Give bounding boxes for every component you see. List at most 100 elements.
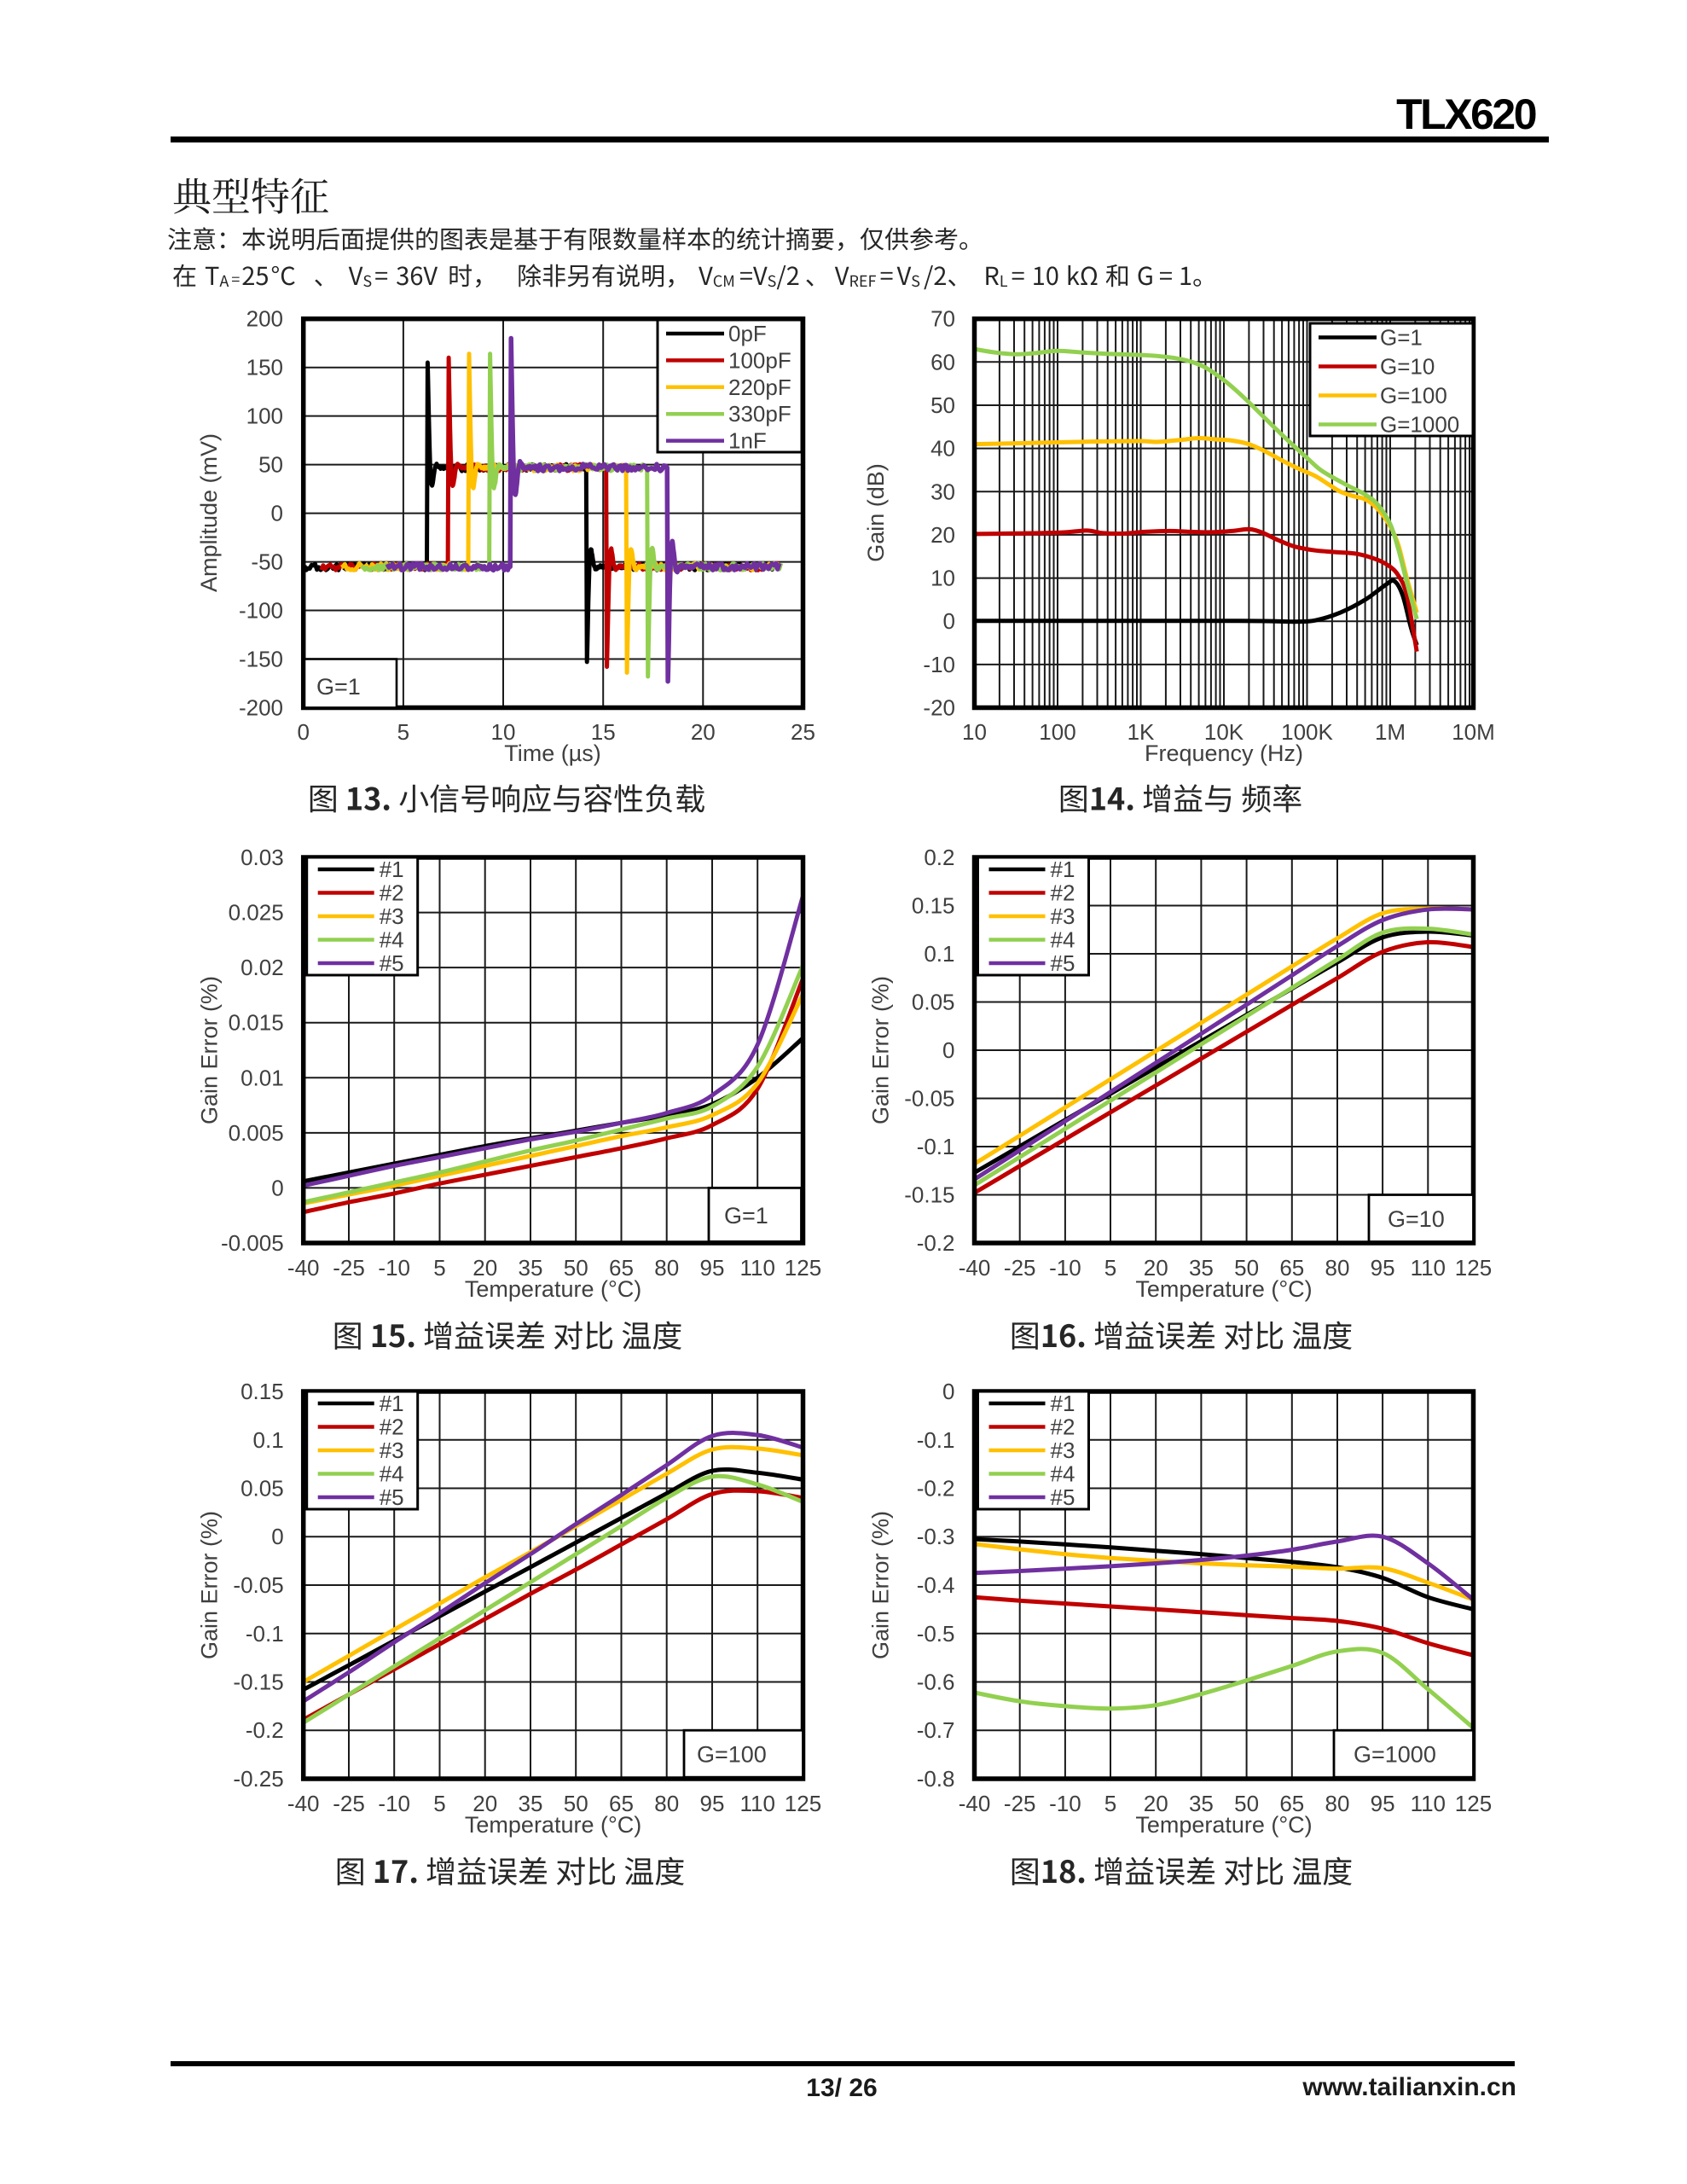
svg-text:-40: -40 [959,1791,991,1816]
svg-text:50: 50 [258,452,283,478]
svg-text:35: 35 [1189,1255,1214,1281]
svg-text:-25: -25 [1004,1791,1036,1816]
svg-text:0: 0 [271,1524,283,1549]
svg-text:1M: 1M [1375,719,1406,745]
svg-text:Time (µs): Time (µs) [504,741,601,766]
svg-text:35: 35 [519,1255,543,1281]
svg-text:0: 0 [943,608,955,634]
svg-text:1K: 1K [1128,719,1155,745]
svg-text:-0.1: -0.1 [917,1427,955,1453]
svg-text:#2: #2 [1051,880,1075,906]
svg-text:0: 0 [942,1037,954,1063]
svg-text:15: 15 [591,719,616,745]
svg-text:65: 65 [609,1255,634,1281]
svg-text:50: 50 [930,392,955,418]
svg-text:5: 5 [1104,1255,1116,1281]
svg-text:#3: #3 [380,1438,404,1463]
svg-text:www.tailianxin.cn: www.tailianxin.cn [1301,2073,1516,2101]
svg-text:-0.4: -0.4 [917,1572,955,1598]
svg-text:-10: -10 [923,652,955,677]
svg-text:G=1: G=1 [316,674,361,700]
svg-text:Temperature (°C): Temperature (°C) [1135,1276,1312,1302]
svg-text:80: 80 [1325,1791,1350,1816]
svg-text:70: 70 [930,306,955,332]
svg-text:200: 200 [246,306,283,332]
svg-text:50: 50 [564,1255,588,1281]
svg-text:35: 35 [1189,1791,1214,1816]
svg-text:150: 150 [246,355,283,380]
svg-text:0.1: 0.1 [924,941,954,967]
svg-text:-0.05: -0.05 [904,1086,954,1112]
svg-text:50: 50 [1234,1255,1259,1281]
svg-text:-40: -40 [287,1791,320,1816]
svg-text:G=1: G=1 [1380,325,1423,351]
svg-text:110: 110 [739,1255,774,1281]
svg-text:-0.5: -0.5 [917,1621,955,1647]
svg-text:100K: 100K [1281,719,1333,745]
svg-text:Gain Error (%): Gain Error (%) [868,976,894,1124]
svg-text:0.15: 0.15 [241,1379,284,1404]
svg-text:10: 10 [491,719,516,745]
svg-text:-10: -10 [1049,1791,1081,1816]
svg-text:-100: -100 [239,598,283,624]
svg-text:30: 30 [930,479,955,504]
svg-text:#1: #1 [380,1391,404,1416]
svg-text:-0.15: -0.15 [904,1182,954,1208]
svg-text:5: 5 [433,1791,445,1816]
svg-text:#3: #3 [1051,903,1075,929]
svg-text:80: 80 [654,1255,679,1281]
svg-text:-200: -200 [239,695,283,721]
svg-text:#3: #3 [380,903,404,929]
svg-text:100: 100 [246,404,283,429]
svg-text:-0.8: -0.8 [917,1766,955,1792]
svg-text:Temperature (°C): Temperature (°C) [465,1276,641,1302]
svg-text:#5: #5 [1051,950,1075,976]
svg-text:Amplitude (mV): Amplitude (mV) [196,433,222,592]
svg-text:G=10: G=10 [1380,354,1435,380]
svg-text:-0.7: -0.7 [917,1717,955,1743]
svg-text:65: 65 [609,1791,634,1816]
svg-text:-0.6: -0.6 [917,1670,955,1695]
svg-text:50: 50 [1234,1791,1259,1816]
svg-text:25: 25 [791,719,815,745]
svg-text:Gain Error (%): Gain Error (%) [197,976,223,1124]
svg-text:#2: #2 [380,880,404,906]
svg-text:80: 80 [654,1791,679,1816]
svg-text:-0.3: -0.3 [917,1524,955,1549]
svg-text:-0.25: -0.25 [233,1766,283,1792]
svg-text:Gain Error (%): Gain Error (%) [197,1511,223,1659]
svg-text:0.05: 0.05 [241,1476,284,1502]
svg-text:-25: -25 [1004,1255,1036,1281]
svg-text:0: 0 [271,501,283,526]
svg-text:35: 35 [519,1791,543,1816]
svg-text:110: 110 [739,1791,774,1816]
svg-text:-10: -10 [1049,1255,1081,1281]
svg-text:80: 80 [1325,1255,1350,1281]
svg-text:125: 125 [785,1255,821,1281]
svg-text:G=1000: G=1000 [1354,1742,1436,1768]
svg-text:G=1000: G=1000 [1380,412,1459,438]
svg-text:0.15: 0.15 [912,893,955,919]
svg-text:-150: -150 [239,647,283,672]
svg-text:110: 110 [1411,1255,1446,1281]
svg-text:0.01: 0.01 [241,1065,284,1090]
svg-text:-0.2: -0.2 [246,1717,284,1743]
svg-text:#3: #3 [1051,1438,1075,1463]
svg-text:#4: #4 [380,1461,404,1487]
svg-text:0pF: 0pF [728,321,767,346]
svg-text:10K: 10K [1204,719,1244,745]
svg-text:G=100: G=100 [1380,383,1447,409]
svg-text:5: 5 [1104,1791,1116,1816]
svg-text:20: 20 [472,1255,497,1281]
svg-text:5: 5 [397,719,409,745]
svg-text:330pF: 330pF [728,401,791,427]
svg-text:#1: #1 [1051,857,1075,882]
svg-text:-10: -10 [378,1255,410,1281]
svg-text:0.015: 0.015 [229,1010,284,1036]
svg-text:10M: 10M [1452,719,1495,745]
svg-text:-10: -10 [378,1791,410,1816]
svg-text:-0.15: -0.15 [233,1670,283,1695]
svg-text:TLX620: TLX620 [1396,90,1536,138]
svg-text:0.03: 0.03 [241,845,284,870]
svg-text:13/ 26: 13/ 26 [806,2074,877,2102]
